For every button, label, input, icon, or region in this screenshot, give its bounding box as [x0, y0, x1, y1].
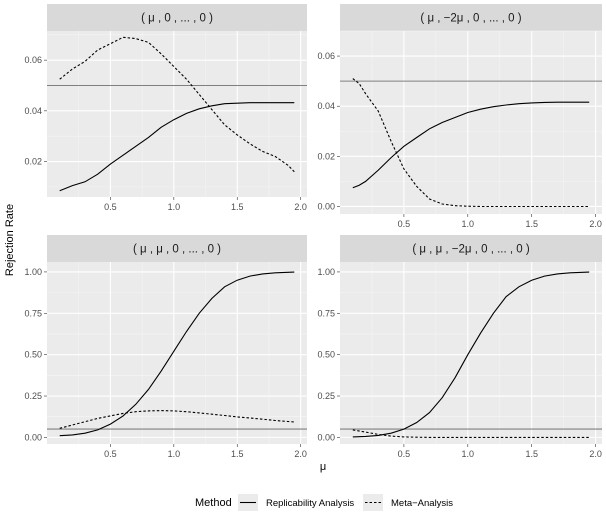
x-tick-label: 1.0: [168, 449, 181, 459]
series-line-replicability-analysis: [59, 271, 295, 437]
y-tick-label: 1.00: [24, 267, 42, 277]
series-line-replicability-analysis: [59, 102, 295, 192]
facet-title: ( μ , −2μ , 0 , ... , 0 ): [420, 13, 521, 25]
facet-panel-1: ( μ , 0 , ... , 0 ) 0.5 1.0 1.5 2.0 0.02 0.04 0…: [24, 4, 307, 212]
panel-background: [340, 262, 602, 444]
facet-strip: [47, 235, 307, 262]
y-tick-label: 0.02: [24, 157, 42, 167]
facet-title: ( μ , μ , 0 , ... , 0 ): [133, 244, 221, 256]
panel-background: [47, 31, 307, 197]
x-tick-label: 1.0: [168, 202, 181, 212]
y-tick-label: 0.25: [24, 391, 42, 401]
y-tick-label: 0.75: [317, 308, 335, 318]
facet-strip: [340, 235, 602, 262]
series-line-meta-analysis: [59, 410, 295, 429]
x-axis-title: μ: [320, 461, 326, 473]
y-tick-label: 0.02: [317, 151, 335, 161]
x-tick-label: 2.0: [294, 449, 307, 459]
y-tick-label: 0.06: [24, 55, 42, 65]
y-tick-label: 0.25: [317, 391, 335, 401]
x-tick-label: 1.5: [525, 219, 538, 229]
y-tick-label: 0.04: [317, 101, 335, 111]
x-tick-label: 1.0: [462, 219, 475, 229]
series-line-replicability-analysis: [352, 271, 590, 438]
panel-background: [340, 31, 602, 214]
series-line-replicability-analysis: [352, 101, 590, 189]
x-tick-label: 0.5: [398, 219, 411, 229]
series-line-meta-analysis: [59, 36, 295, 173]
legend-title: Method: [195, 497, 232, 509]
facet-panel-3: ( μ , μ , 0 , ... , 0 ) 0.5 1.0 1.5 2.0 0.00 0…: [24, 235, 307, 459]
y-tick-label: 0.50: [317, 350, 335, 360]
y-axis-title: Rejection Rate: [4, 204, 16, 276]
legend-label-replicability: Replicability Analysis: [266, 498, 354, 509]
y-tick-label: 0.04: [24, 106, 42, 116]
y-tick-label: 0.00: [317, 201, 335, 211]
x-tick-label: 2.0: [589, 219, 602, 229]
facet-panel-4: ( μ , μ , −2μ , 0 , ... , 0 ) 0.5 1.0 1.5 2.…: [317, 235, 602, 459]
x-tick-label: 0.5: [104, 449, 117, 459]
x-tick-label: 1.0: [462, 449, 475, 459]
facet-title: ( μ , μ , −2μ , 0 , ... , 0 ): [412, 244, 530, 256]
y-tick-label: 0.06: [317, 51, 335, 61]
series-line-meta-analysis: [352, 429, 590, 438]
y-tick-label: 0.75: [24, 308, 42, 318]
legend-key-meta: [363, 494, 383, 511]
x-tick-label: 1.5: [231, 449, 244, 459]
x-tick-label: 0.5: [104, 202, 117, 212]
legend-label-meta: Meta−Analysis: [391, 498, 453, 509]
y-tick-label: 0.50: [24, 350, 42, 360]
x-tick-label: 0.5: [398, 449, 411, 459]
y-tick-label: 1.00: [317, 267, 335, 277]
x-tick-label: 2.0: [589, 449, 602, 459]
x-tick-label: 1.5: [231, 202, 244, 212]
facet-panel-2: ( μ , −2μ , 0 , ... , 0 ) 0.5 1.0 1.5 2.0 0.0…: [317, 4, 602, 229]
facet-title: ( μ , 0 , ... , 0 ): [141, 13, 213, 25]
y-tick-label: 0.00: [317, 432, 335, 442]
facet-strip: [47, 4, 307, 31]
facet-strip: [340, 4, 602, 31]
legend: Method Replicability Analysis Meta−Analy…: [195, 494, 453, 511]
x-tick-label: 1.5: [525, 449, 538, 459]
panel-background: [47, 262, 307, 444]
x-tick-label: 2.0: [294, 202, 307, 212]
y-tick-label: 0.00: [24, 432, 42, 442]
